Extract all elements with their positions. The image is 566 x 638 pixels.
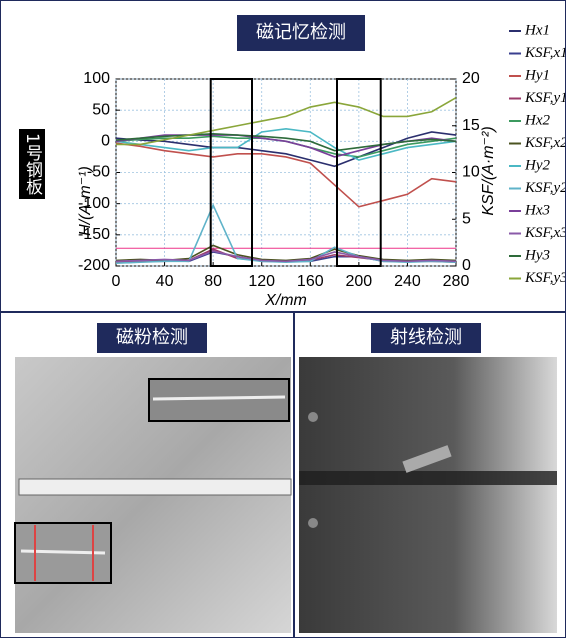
y-tick-label: 0 [101,133,110,150]
x-tick-label: 40 [156,273,174,290]
y-tick-label: 100 [83,70,110,87]
y-tick-label: -50 [87,164,110,181]
x-tick-label: 280 [443,273,470,290]
y2-tick-label: 5 [462,210,471,227]
legend-label: Hx1 [524,22,550,38]
x-tick-label: 120 [248,273,275,290]
figure: H/(A·m⁻¹) KSF/(A·m⁻²) X/mm -200-150-100-… [0,0,566,638]
x-tick-label: 0 [112,273,121,290]
legend-label: Hx2 [524,112,550,128]
y2-tick-label: 20 [462,70,480,87]
ruler [19,479,291,495]
legend-label: KSF,x2 [524,135,565,151]
y-tick-label: -200 [78,257,110,274]
y2-tick-label: 15 [462,117,480,134]
legend-label: Hy1 [524,67,550,83]
panel-title: 射线检测 [371,323,481,353]
x-tick-label: 240 [394,273,421,290]
crack [153,397,285,399]
legend-label: KSF,x3 [524,225,565,241]
panel-title: 磁粉检测 [97,323,207,353]
x-tick-label: 200 [346,273,373,290]
legend-label: KSF,y2 [524,180,565,196]
legend-label: Hx3 [524,202,550,218]
side-label: 1号钢板 [19,129,45,199]
x-tick-label: 80 [204,273,222,290]
chart-title: 磁记忆检测 [237,15,365,51]
marker [308,518,318,528]
x-axis-label: X/mm [264,292,307,309]
radiograph-photo [299,357,557,633]
y2-tick-label: 0 [462,257,471,274]
legend-label: Hy2 [524,157,550,173]
legend-label: Hy3 [524,247,550,263]
y-tick-label: 50 [92,101,110,118]
y-tick-label: -100 [78,195,110,212]
chart: H/(A·m⁻¹) KSF/(A·m⁻²) X/mm -200-150-100-… [1,1,565,637]
weld-seam [299,471,557,485]
y2-axis-label: KSF/(A·m⁻²) [480,126,497,215]
legend-label: KSF,x1 [524,45,565,61]
y2-tick-label: 10 [462,164,480,181]
legend-label: KSF,y3 [524,270,565,286]
marker [308,412,318,422]
legend-label: KSF,y1 [524,90,565,106]
y-tick-label: -150 [78,226,110,243]
x-tick-label: 160 [297,273,324,290]
